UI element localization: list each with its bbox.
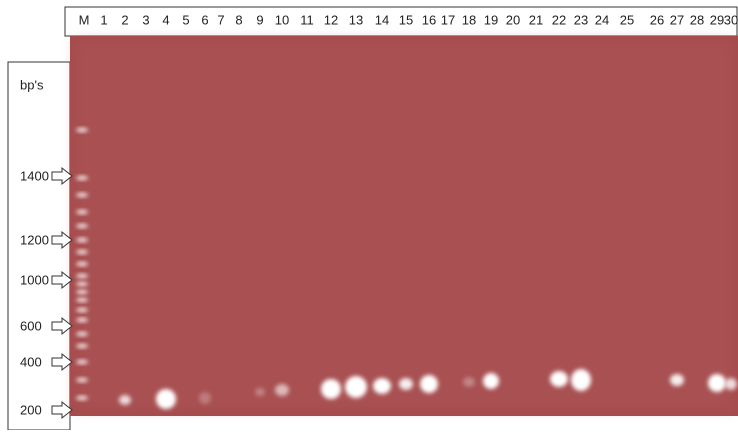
marker-arrow [51,400,73,420]
sample-band [463,377,475,387]
ladder-band [76,331,88,337]
ladder-band [76,281,88,287]
ladder-band [76,223,88,229]
ladder-band [76,175,88,181]
lane-label: 2 [121,12,128,27]
lane-label: 6 [201,12,208,27]
sample-band [275,384,289,396]
labels: M 1 2 3 4 5 6 7 8 9 10 11 12 13 14 15 16 17 18 19 20 21 22 23 24… [20,12,738,420]
unit-label: bp's [20,77,44,92]
lane-label: 24 [595,12,609,27]
ladder-band [76,261,88,267]
scale-box [7,61,71,431]
ladder-band [76,237,88,243]
size-marker-label: 1000 [20,272,49,287]
gel-sheen [74,40,734,410]
sample-band [255,388,265,396]
lane-label: 23 [574,12,588,27]
sample-band [483,373,499,389]
lane-header-box [64,6,738,37]
sample-band [119,395,131,405]
lane-label: 10 [275,12,289,27]
size-marker-label: 200 [20,402,42,417]
lane-label: 1 [100,12,107,27]
size-marker-label: 1200 [20,232,49,247]
ladder-band [76,317,88,323]
sample-band [199,392,211,404]
sample-band [420,375,438,393]
lane-label: 11 [300,12,314,27]
ladder-band [76,395,88,401]
marker-arrow [51,166,73,186]
marker-arrow [51,316,73,336]
lane-label: 29 [710,12,724,27]
lane-label: 8 [235,12,242,27]
ladder-band [76,377,88,383]
lane-label: 12 [324,12,338,27]
lane-label: 7 [217,12,224,27]
sample-band [321,379,341,399]
ladder-band [76,297,88,303]
lane-label: 3 [142,12,149,27]
lane-label: 19 [484,12,498,27]
ladder-band [76,307,88,313]
ladder-band [76,359,88,365]
bands [76,127,737,409]
ladder-band [76,273,88,279]
lane-label: M [79,12,90,27]
lane-label: 27 [670,12,684,27]
sample-band [156,389,176,409]
lane-label: 4 [162,12,169,27]
ladder-band [76,209,88,215]
sample-band [399,378,413,390]
marker-arrow [51,352,73,372]
lane-label: 28 [690,12,704,27]
ladder-band [76,289,88,295]
ladder-band [76,249,88,255]
lane-label: 17 [441,12,455,27]
marker-arrow [51,230,73,250]
lane-label: 14 [375,12,389,27]
ladder-band [76,127,88,133]
ladder-band [76,343,88,349]
sample-band [345,376,367,398]
lane-label: 15 [399,12,413,27]
lane-label: 18 [462,12,476,27]
sample-band [708,374,726,392]
lane-label: 13 [349,12,363,27]
sample-band [550,371,568,387]
size-marker-label: 400 [20,354,42,369]
lane-label: 25 [620,12,634,27]
sample-band [670,374,684,386]
size-marker-label: 600 [20,318,42,333]
sample-band [725,378,737,390]
ladder-band [76,192,88,198]
sample-band [571,369,591,391]
lane-label: 21 [529,12,543,27]
lane-label: 20 [506,12,520,27]
lane-label: 26 [650,12,664,27]
lane-label: 9 [256,12,263,27]
lane-label: 5 [182,12,189,27]
lane-label: 16 [422,12,436,27]
size-marker-label: 1400 [20,168,49,183]
sample-band [373,378,391,394]
marker-arrow [51,270,73,290]
lane-label: 22 [552,12,566,27]
lane-label: 30 [724,12,738,27]
